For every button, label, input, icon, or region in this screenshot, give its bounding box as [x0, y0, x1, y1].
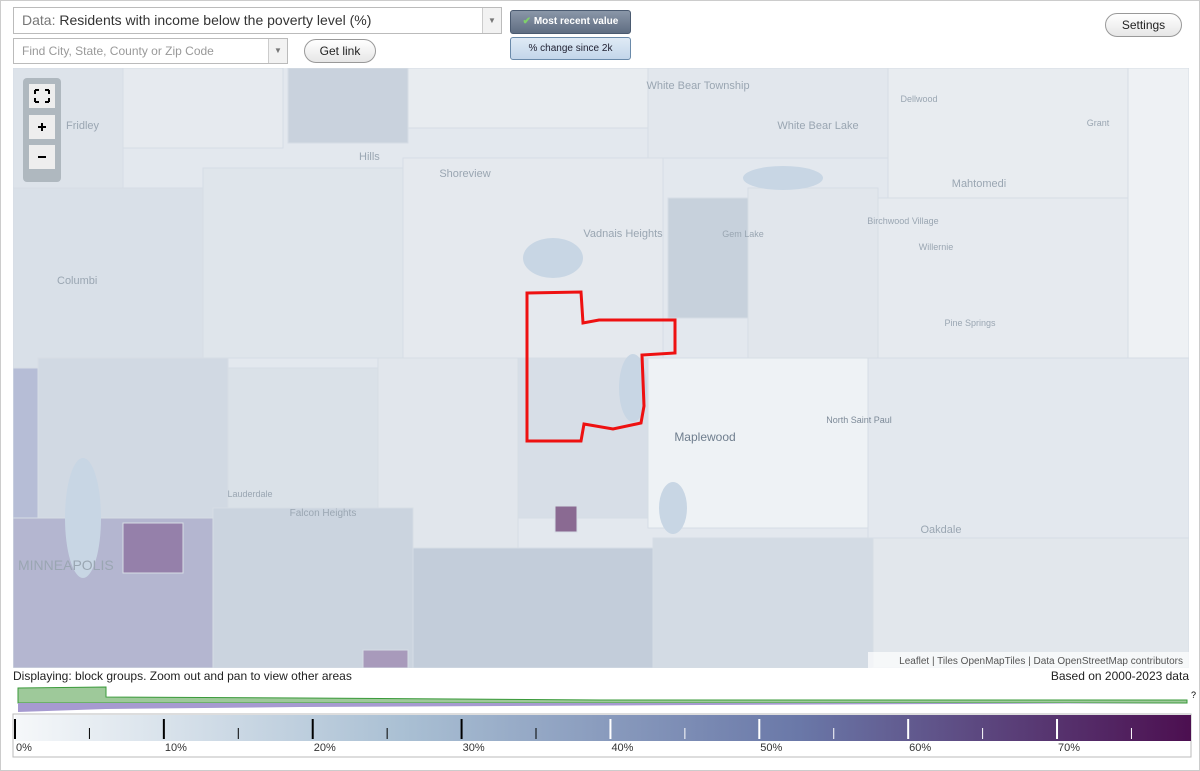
fullscreen-button[interactable] [29, 84, 55, 108]
data-label: Data: [22, 12, 56, 28]
attribution-bg [868, 652, 1189, 668]
settings-button[interactable]: Settings [1105, 13, 1182, 37]
dropdown-arrow: ▼ [482, 8, 501, 33]
tick-label: 0% [16, 742, 32, 754]
change-button[interactable]: % change since 2k [510, 37, 631, 60]
place-label: Mahtomedi [952, 178, 1006, 190]
attribution: Leaflet | Tiles OpenMapTiles | Data Open… [899, 656, 1183, 667]
zoom-controls [23, 78, 61, 182]
get-link-button[interactable]: Get link [304, 39, 376, 63]
map[interactable]: White Bear Township Dellwood Fridley Whi… [13, 68, 1189, 668]
legend: ? 0% 10% 20% 30% 40% 50% 60% 70% [12, 686, 1196, 758]
place-label: White Bear Township [646, 80, 749, 92]
place-label: Lauderdale [227, 489, 272, 499]
place-label: Gem Lake [722, 229, 764, 239]
place-label: Columbi [57, 275, 97, 287]
tick-label: 70% [1058, 742, 1080, 754]
place-label: Oakdale [921, 524, 962, 536]
tick-label: 40% [611, 742, 633, 754]
tick-label: 30% [463, 742, 485, 754]
most-recent-button[interactable]: ✔ Most recent value [510, 10, 631, 34]
place-label: Falcon Heights [290, 508, 357, 519]
place-label: Grant [1087, 118, 1110, 128]
check-icon: ✔ [522, 16, 532, 27]
data-value: Residents with income below the poverty … [59, 12, 372, 28]
most-recent-text: Most recent value [533, 16, 619, 27]
place-label: Hills [359, 151, 380, 163]
histogram-purple [18, 703, 1187, 712]
histogram-green [17, 686, 1188, 704]
search-placeholder: Find City, State, County or Zip Code [22, 44, 214, 58]
lakes [65, 166, 823, 578]
tick-label: 50% [760, 742, 782, 754]
place-label: Vadnais Heights [583, 228, 663, 240]
color-scale [15, 715, 1191, 741]
dropdown-arrow: ▼ [268, 39, 287, 63]
place-label: White Bear Lake [777, 120, 858, 132]
place-label: Birchwood Village [867, 216, 938, 226]
place-label: Maplewood [674, 430, 735, 444]
based-on-note: Based on 2000-2023 data [1050, 669, 1189, 683]
place-label: Dellwood [900, 94, 937, 104]
data-select[interactable]: Data: Residents with income below the po… [13, 7, 502, 34]
displaying-note: Displaying: block groups. Zoom out and p… [13, 669, 352, 683]
place-label: Willernie [919, 242, 954, 252]
search-box[interactable]: Find City, State, County or Zip Code ▼ [13, 38, 288, 64]
place-label: Pine Springs [944, 318, 996, 328]
place-label: North Saint Paul [826, 415, 892, 425]
tick-label: 20% [314, 742, 336, 754]
place-label: Shoreview [439, 168, 490, 180]
tick-label: 60% [909, 742, 931, 754]
place-label: Fridley [66, 120, 100, 132]
selected-area-outline [525, 290, 677, 443]
map-labels: White Bear Township Dellwood Fridley Whi… [18, 80, 1110, 573]
help-mark[interactable]: ? [1191, 690, 1196, 700]
place-label: MINNEAPOLIS [18, 557, 114, 573]
tick-label: 10% [165, 742, 187, 754]
